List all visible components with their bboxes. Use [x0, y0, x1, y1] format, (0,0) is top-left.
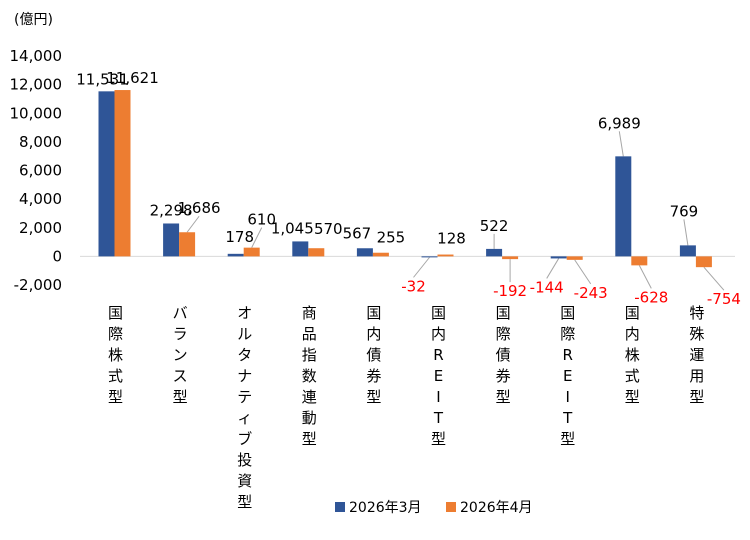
- x-axis-categories: 国際株式型 バランス型 オルタナティブ投資型 商品指数連動型 国内債券型 国内 R E I T 型 国…: [108, 304, 704, 511]
- data-label-series2-5: 128: [437, 230, 466, 248]
- legend-label: 2026年3月: [349, 500, 422, 516]
- category-label-text: 国内 R E I T 型: [431, 304, 446, 448]
- bar-series2-6: [502, 256, 519, 260]
- y-tick-label: 14,000: [10, 47, 63, 65]
- label-leader-line: [683, 219, 689, 246]
- bar-series1-2: [227, 253, 244, 257]
- data-label-series2-1: 1,686: [178, 199, 221, 217]
- data-label-series2-8: -628: [634, 288, 668, 306]
- bar-series1-0: [98, 91, 115, 257]
- data-label-series1-8: 6,989: [598, 114, 641, 132]
- category-label-text: 国内債券型: [366, 304, 381, 406]
- data-labels: 11,531 2,298 178 1,045 567 -32 522 -144 6,989 769…: [76, 69, 741, 308]
- bar-series2-4: [372, 252, 389, 257]
- data-label-series1-5: -32: [401, 277, 426, 295]
- bar-series2-8: [631, 256, 648, 266]
- bar-series1-5: [421, 256, 438, 258]
- y-tick-label: 12,000: [10, 76, 63, 94]
- category-label-4: 国内債券型: [366, 304, 381, 406]
- label-leader-line: [413, 257, 430, 278]
- legend-item-1: 2026年3月: [335, 500, 422, 516]
- data-label-series1-1: 2,298: [150, 201, 193, 219]
- bar-series2-2: [243, 247, 260, 257]
- data-label-series1-2: 178: [225, 228, 254, 246]
- bar-series2-1: [179, 232, 196, 257]
- bar-series1-4: [356, 248, 373, 257]
- label-leader-line: [638, 265, 652, 289]
- bar-series1-9: [679, 245, 696, 257]
- category-label-text: 特殊運用型: [689, 304, 704, 406]
- category-label-7: 国際 R E I T 型: [560, 304, 575, 448]
- data-label-series1-0: 11,531: [76, 70, 129, 88]
- category-label-9: 特殊運用型: [689, 304, 704, 406]
- category-label-text: 国際債券型: [496, 304, 511, 406]
- legend: 2026年3月 2026年4月: [335, 500, 533, 516]
- data-label-series1-3: 1,045: [271, 219, 314, 237]
- legend-label: 2026年4月: [460, 500, 533, 516]
- category-label-0: 国際株式型: [108, 304, 123, 406]
- bar-series1-6: [486, 248, 503, 257]
- category-label-2: オルタナティブ投資型: [237, 304, 252, 511]
- label-leader-line: [574, 259, 592, 285]
- y-tick-label: 4,000: [19, 190, 62, 208]
- category-label-text: オルタナティブ投資型: [237, 304, 252, 511]
- data-label-series2-4: 255: [377, 229, 406, 247]
- y-tick-label: 8,000: [19, 133, 62, 151]
- legend-swatch: [446, 502, 456, 512]
- bars: [98, 90, 712, 268]
- data-label-series2-7: -243: [574, 284, 608, 302]
- category-label-1: バランス型: [173, 304, 188, 406]
- data-label-series2-2: 610: [247, 211, 276, 229]
- y-tick-label: 6,000: [19, 162, 62, 180]
- data-label-series1-9: 769: [670, 202, 699, 220]
- data-label-series1-6: 522: [480, 217, 509, 235]
- bar-series1-8: [615, 156, 632, 257]
- bar-series2-3: [308, 248, 325, 257]
- bar-series2-5: [437, 254, 454, 257]
- category-label-text: 国際株式型: [108, 304, 123, 406]
- bar-series2-9: [695, 256, 712, 268]
- category-label-text: バランス型: [173, 304, 188, 406]
- data-label-series2-9: -754: [707, 290, 741, 308]
- legend-item-2: 2026年4月: [446, 500, 533, 516]
- category-label-text: 国際 R E I T 型: [560, 304, 575, 448]
- y-tick-label: -2,000: [14, 276, 62, 294]
- data-label-series2-6: -192: [493, 282, 527, 300]
- label-leader-line: [251, 227, 263, 248]
- y-tick-label: 0: [52, 247, 62, 265]
- category-label-3: 商品指数連動型: [302, 304, 317, 448]
- label-connectors: [186, 131, 725, 291]
- bar-series1-3: [292, 241, 309, 257]
- bar-series1-1: [163, 223, 180, 257]
- unit-label: (億円): [14, 12, 53, 28]
- category-label-text: 国内株式型: [625, 304, 640, 406]
- y-tick-label: 10,000: [10, 104, 63, 122]
- data-label-series2-3: 570: [314, 220, 343, 238]
- label-leader-line: [546, 258, 560, 279]
- category-label-8: 国内株式型: [625, 304, 640, 406]
- bar-series2-7: [566, 256, 583, 260]
- label-leader-line: [186, 215, 200, 233]
- data-label-series1-7: -144: [530, 278, 564, 296]
- y-tick-label: 2,000: [19, 219, 62, 237]
- y-axis: -2,000 0 2,000 4,000 6,000 8,000 10,000 12,000 1…: [10, 47, 63, 294]
- bar-series1-7: [550, 256, 567, 259]
- label-leader-line: [618, 131, 624, 157]
- category-label-6: 国際債券型: [496, 304, 511, 406]
- bar-series2-0: [114, 90, 131, 257]
- data-label-series1-4: 567: [343, 224, 372, 242]
- category-label-5: 国内 R E I T 型: [431, 304, 446, 448]
- category-label-text: 商品指数連動型: [302, 304, 317, 448]
- legend-swatch: [335, 502, 345, 512]
- data-label-series2-0: 11,621: [106, 69, 159, 87]
- label-leader-line: [703, 266, 725, 291]
